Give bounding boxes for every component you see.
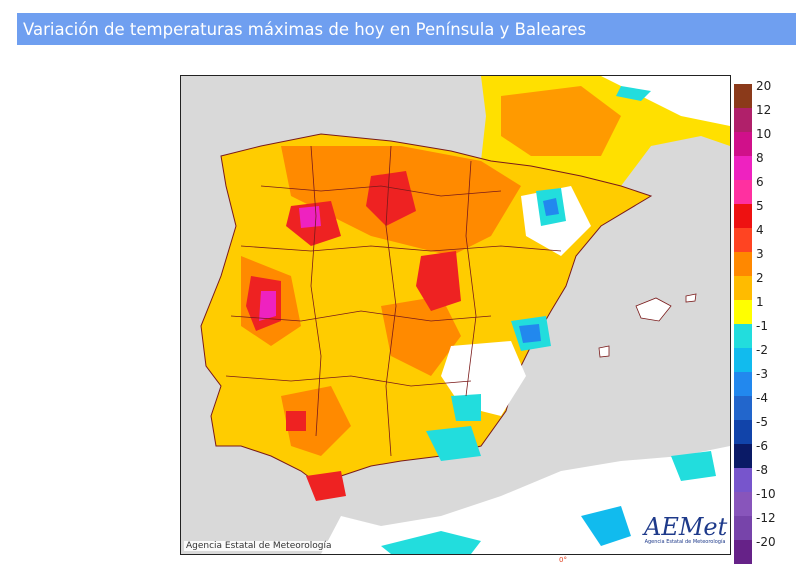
legend-swatch bbox=[734, 300, 752, 324]
cool-zone-granada bbox=[426, 426, 481, 461]
title-bar: Variación de temperaturas máximas de hoy… bbox=[17, 13, 796, 45]
hotspot-burgos bbox=[366, 171, 416, 226]
legend-label: -20 bbox=[756, 535, 776, 549]
legend-swatch bbox=[734, 204, 752, 228]
legend-label: -8 bbox=[756, 463, 768, 477]
legend-label: 10 bbox=[756, 127, 772, 141]
mallorca bbox=[635, 297, 672, 322]
legend-label: 6 bbox=[756, 175, 764, 189]
temperature-variation-map: Agencia Estatal de Meteorología AEMet Ag… bbox=[180, 75, 731, 555]
legend-label: 3 bbox=[756, 247, 764, 261]
france-cool-zone bbox=[616, 86, 651, 101]
france-warm-zone bbox=[501, 86, 621, 156]
legend-swatch bbox=[734, 348, 752, 372]
center-warm bbox=[381, 296, 461, 376]
hotspot-cadiz bbox=[306, 471, 346, 501]
africa-cool-zone-west bbox=[381, 531, 481, 554]
legend-swatch bbox=[734, 468, 752, 492]
legend-swatch bbox=[734, 252, 752, 276]
legend-label: -12 bbox=[756, 511, 776, 525]
legend-swatch bbox=[734, 324, 752, 348]
magenta-spot-west bbox=[259, 291, 276, 321]
legend-label: 4 bbox=[756, 223, 764, 237]
legend-swatch bbox=[734, 180, 752, 204]
aemet-logo: AEMet Agencia Estatal de Meteorología bbox=[644, 513, 728, 551]
legend-swatch bbox=[734, 108, 752, 132]
ibiza bbox=[598, 345, 610, 358]
cool-core-valencia bbox=[519, 324, 541, 343]
cool-core-ebro bbox=[543, 198, 559, 216]
legend-swatch bbox=[734, 276, 752, 300]
cool-zone-murcia bbox=[451, 394, 481, 421]
legend-swatch bbox=[734, 492, 752, 516]
legend-label: -2 bbox=[756, 343, 768, 357]
legend-label: 12 bbox=[756, 103, 772, 117]
legend-swatch bbox=[734, 156, 752, 180]
hotspot-cuenca bbox=[416, 251, 461, 311]
africa-cool-zone-center bbox=[581, 506, 631, 546]
south-warm bbox=[281, 386, 351, 456]
magenta-spot-north bbox=[299, 206, 321, 228]
province-borders bbox=[225, 145, 562, 457]
legend-swatch bbox=[734, 228, 752, 252]
legend-swatch bbox=[734, 420, 752, 444]
legend-label: -5 bbox=[756, 415, 768, 429]
legend-label: 5 bbox=[756, 199, 764, 213]
legend-swatch bbox=[734, 516, 752, 540]
legend-swatch bbox=[734, 372, 752, 396]
color-legend: 20 12 10 8 6 5 4 3 2 1 -1 -2 -3 -4 -5 -6 -8 -10 -12 -20 bbox=[734, 80, 794, 564]
legend-label: -6 bbox=[756, 439, 768, 453]
aemet-logo-subtext: Agencia Estatal de Meteorología bbox=[644, 539, 726, 545]
aemet-logo-text: AEMet bbox=[644, 513, 728, 541]
menorca bbox=[685, 293, 697, 303]
legend-label: -10 bbox=[756, 487, 776, 501]
legend-swatch bbox=[734, 540, 752, 564]
legend-swatch bbox=[734, 396, 752, 420]
legend-label: -1 bbox=[756, 319, 768, 333]
hotspot-seville bbox=[286, 411, 306, 431]
legend-label: 1 bbox=[756, 295, 764, 309]
copyright-credit: Agencia Estatal de Meteorología bbox=[184, 541, 334, 551]
africa-cool-zone-east bbox=[671, 451, 716, 481]
map-canvas bbox=[181, 76, 730, 554]
legend-label: 20 bbox=[756, 79, 772, 93]
legend-label: 8 bbox=[756, 151, 764, 165]
page-title: Variación de temperaturas máximas de hoy… bbox=[23, 20, 587, 39]
legend-swatch bbox=[734, 84, 752, 108]
legend-swatch bbox=[734, 132, 752, 156]
legend-label: -4 bbox=[756, 391, 768, 405]
legend-swatch bbox=[734, 444, 752, 468]
map-bottom-mark: 0° bbox=[559, 556, 567, 564]
legend-label: 2 bbox=[756, 271, 764, 285]
legend-label: -3 bbox=[756, 367, 768, 381]
